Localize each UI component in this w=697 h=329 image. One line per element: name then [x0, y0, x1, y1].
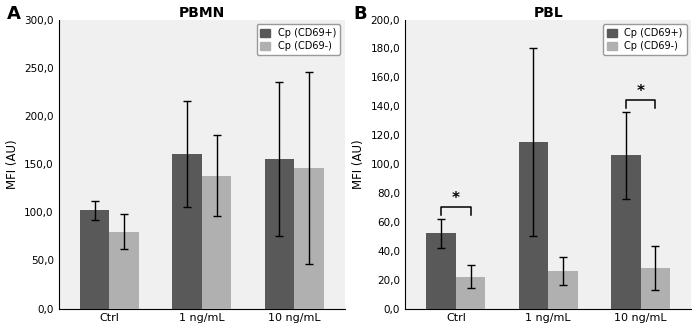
- Bar: [172, 154, 202, 309]
- Bar: [456, 277, 485, 309]
- Legend: Cp (CD69+), Cp (CD69-): Cp (CD69+), Cp (CD69-): [603, 24, 687, 55]
- Y-axis label: MFI (AU): MFI (AU): [6, 139, 19, 189]
- Bar: [641, 268, 671, 309]
- Title: PBMN: PBMN: [178, 6, 225, 19]
- Bar: [611, 155, 641, 309]
- Text: B: B: [353, 5, 367, 23]
- Bar: [265, 159, 294, 309]
- Bar: [519, 142, 549, 309]
- Title: PBL: PBL: [533, 6, 563, 19]
- Text: *: *: [636, 84, 645, 99]
- Bar: [80, 210, 109, 309]
- Legend: Cp (CD69+), Cp (CD69-): Cp (CD69+), Cp (CD69-): [256, 24, 340, 55]
- Bar: [202, 176, 231, 309]
- Y-axis label: MFI (AU): MFI (AU): [352, 139, 365, 189]
- Bar: [549, 271, 578, 309]
- Text: A: A: [7, 5, 21, 23]
- Bar: [109, 232, 139, 309]
- Text: *: *: [452, 191, 460, 206]
- Bar: [427, 234, 456, 309]
- Bar: [294, 168, 324, 309]
